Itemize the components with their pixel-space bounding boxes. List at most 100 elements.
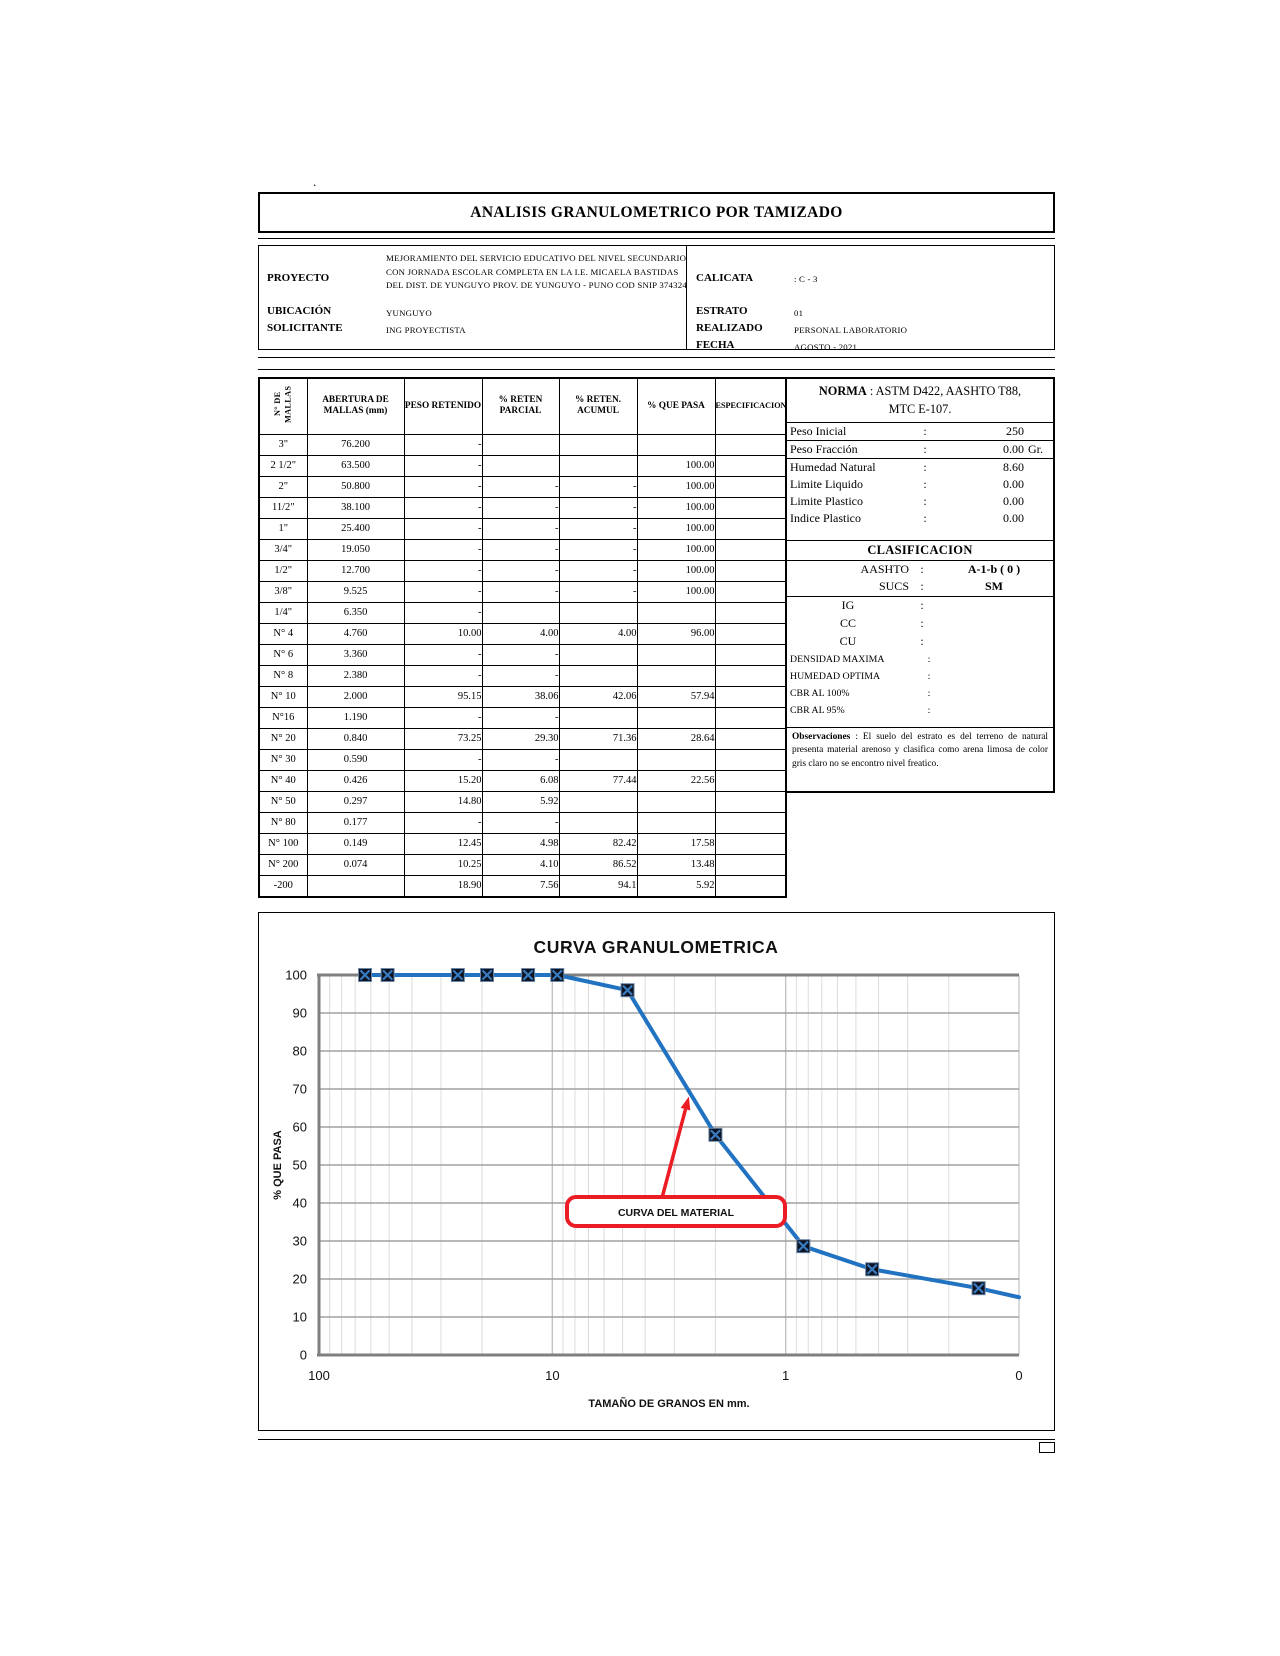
header-mallas: N° DE MALLAS: [258, 377, 308, 435]
value-cell: 4.760: [306, 622, 405, 645]
title-double-rule: [258, 233, 1055, 239]
value-cell: 22.56: [636, 769, 716, 792]
clasificacion-value: A-1-b ( 0 ): [967, 561, 1021, 576]
solicitante-label: SOLICITANTE: [267, 322, 343, 334]
value-cell: [558, 454, 638, 477]
value-cell: [714, 664, 787, 687]
table-row: N° 200 0.074 10.25 4.10 86.52 13.48: [258, 853, 787, 876]
value-cell: 38.100: [306, 496, 405, 519]
value-cell: 5.92: [481, 790, 560, 813]
value-cell: 77.44: [558, 769, 638, 792]
y-axis-title: % QUE PASA: [272, 1130, 284, 1200]
ensayo-row: CBR AL 100%:: [787, 685, 1053, 702]
mesh-cell: 1": [258, 517, 308, 540]
fecha-label: FECHA: [696, 339, 735, 351]
value-cell: 95.15: [403, 685, 483, 708]
value-cell: -: [481, 496, 560, 519]
property-value: 0.00: [1003, 493, 1024, 508]
value-cell: [714, 538, 787, 561]
data-marker: [380, 967, 395, 982]
value-cell: 100.00: [636, 559, 716, 582]
x-tick-label: 1: [782, 1368, 789, 1383]
value-cell: [558, 811, 638, 834]
table-row: N° 30 0.590- -: [258, 748, 787, 771]
data-marker: [550, 967, 565, 982]
realizado-label: REALIZADO: [696, 322, 763, 334]
value-cell: 4.10: [481, 853, 560, 876]
value-cell: 19.050: [306, 538, 405, 561]
value-cell: 10.25: [403, 853, 483, 876]
value-cell: -: [481, 664, 560, 687]
ubicacion-value: YUNGUYO: [386, 308, 432, 318]
ensayo-label: HUMEDAD OPTIMA: [790, 670, 881, 682]
value-cell: 2.000: [306, 685, 405, 708]
table-row: N° 8 2.380- -: [258, 664, 787, 687]
report-sheet: ANALISIS GRANULOMETRICO POR TAMIZADO PRO…: [258, 192, 1055, 1454]
sieve-analysis-table: N° DE MALLAS ABERTURA DE MALLAS (mm) PES…: [258, 377, 787, 898]
value-cell: 76.200: [306, 433, 405, 456]
value-cell: [558, 706, 638, 729]
value-cell: 13.48: [636, 853, 716, 876]
value-cell: [558, 664, 638, 687]
mesh-cell: N° 8: [258, 664, 308, 687]
header-reten-acumul: % RETEN. ACUMUL: [558, 377, 638, 435]
value-cell: -: [403, 433, 483, 456]
index-label: CU: [839, 634, 857, 649]
ensayo-label: DENSIDAD MAXIMA: [790, 653, 885, 665]
value-cell: [306, 874, 405, 898]
document-title-box: ANALISIS GRANULOMETRICO POR TAMIZADO: [258, 192, 1055, 233]
ensayos-rows: DENSIDAD MAXIMA: HUMEDAD OPTIMA: CBR AL 10…: [787, 651, 1053, 719]
value-cell: 14.80: [403, 790, 483, 813]
value-cell: -: [558, 517, 638, 540]
x-tick-label: 0: [1015, 1368, 1022, 1383]
value-cell: [636, 643, 716, 666]
value-cell: 100.00: [636, 517, 716, 540]
value-cell: 12.700: [306, 559, 405, 582]
mesh-cell: 2": [258, 475, 308, 498]
property-row: Indice Plastico: 0.00: [787, 510, 1053, 527]
colon: :: [927, 704, 931, 716]
value-cell: -: [481, 517, 560, 540]
value-cell: 100.00: [636, 538, 716, 561]
index-row: CU:: [787, 633, 1053, 651]
table-header-row: N° DE MALLAS ABERTURA DE MALLAS (mm) PES…: [258, 377, 787, 435]
data-marker: [620, 982, 635, 997]
value-cell: 94.1: [558, 874, 638, 898]
mesh-cell: N° 200: [258, 853, 308, 876]
value-cell: [636, 811, 716, 834]
index-label: IG: [841, 598, 855, 613]
value-cell: -: [403, 748, 483, 771]
annotation-arrowhead: [680, 1096, 691, 1111]
panel-properties: Peso Inicial: 250 Peso Fracción: 0.00 Gr. Hum…: [787, 423, 1053, 527]
value-cell: [636, 433, 716, 456]
value-cell: -: [403, 559, 483, 582]
index-row: IG:: [787, 597, 1053, 615]
value-cell: 0.074: [306, 853, 405, 876]
clasificacion-title: CLASIFICACION: [787, 539, 1053, 561]
property-unit: Gr.: [1028, 441, 1043, 456]
page-title: ANALISIS GRANULOMETRICO POR TAMIZADO: [470, 203, 843, 221]
sheet-footer-rule: [258, 1438, 1055, 1454]
annotation-leader-line: [660, 1108, 688, 1199]
value-cell: [636, 706, 716, 729]
mesh-cell: 3/8": [258, 580, 308, 603]
value-cell: 18.90: [403, 874, 483, 898]
norma-value-line2: MTC E-107.: [888, 401, 952, 416]
y-tick-label: 0: [300, 1347, 307, 1362]
table-row: 2 1/2" 63.500- 100.00: [258, 454, 787, 477]
value-cell: 9.525: [306, 580, 405, 603]
value-cell: 17.58: [636, 832, 716, 855]
mesh-cell: N° 40: [258, 769, 308, 792]
x-axis-title: TAMAÑO DE GRANOS EN mm.: [588, 1397, 749, 1410]
table-row: 2" 50.800- - -100.00: [258, 475, 787, 498]
value-cell: [714, 874, 787, 898]
info-divider: [686, 246, 687, 349]
value-cell: -: [558, 475, 638, 498]
value-cell: 0.426: [306, 769, 405, 792]
value-cell: [558, 790, 638, 813]
project-info-box: PROYECTO MEJORAMIENTO DEL SERVICIO EDUCA…: [258, 245, 1055, 352]
mesh-cell: 11/2": [258, 496, 308, 519]
observaciones-text: : El suelo del estrato es del terreno de…: [792, 731, 1048, 769]
ensayo-row: DENSIDAD MAXIMA:: [787, 651, 1053, 668]
value-cell: 4.98: [481, 832, 560, 855]
